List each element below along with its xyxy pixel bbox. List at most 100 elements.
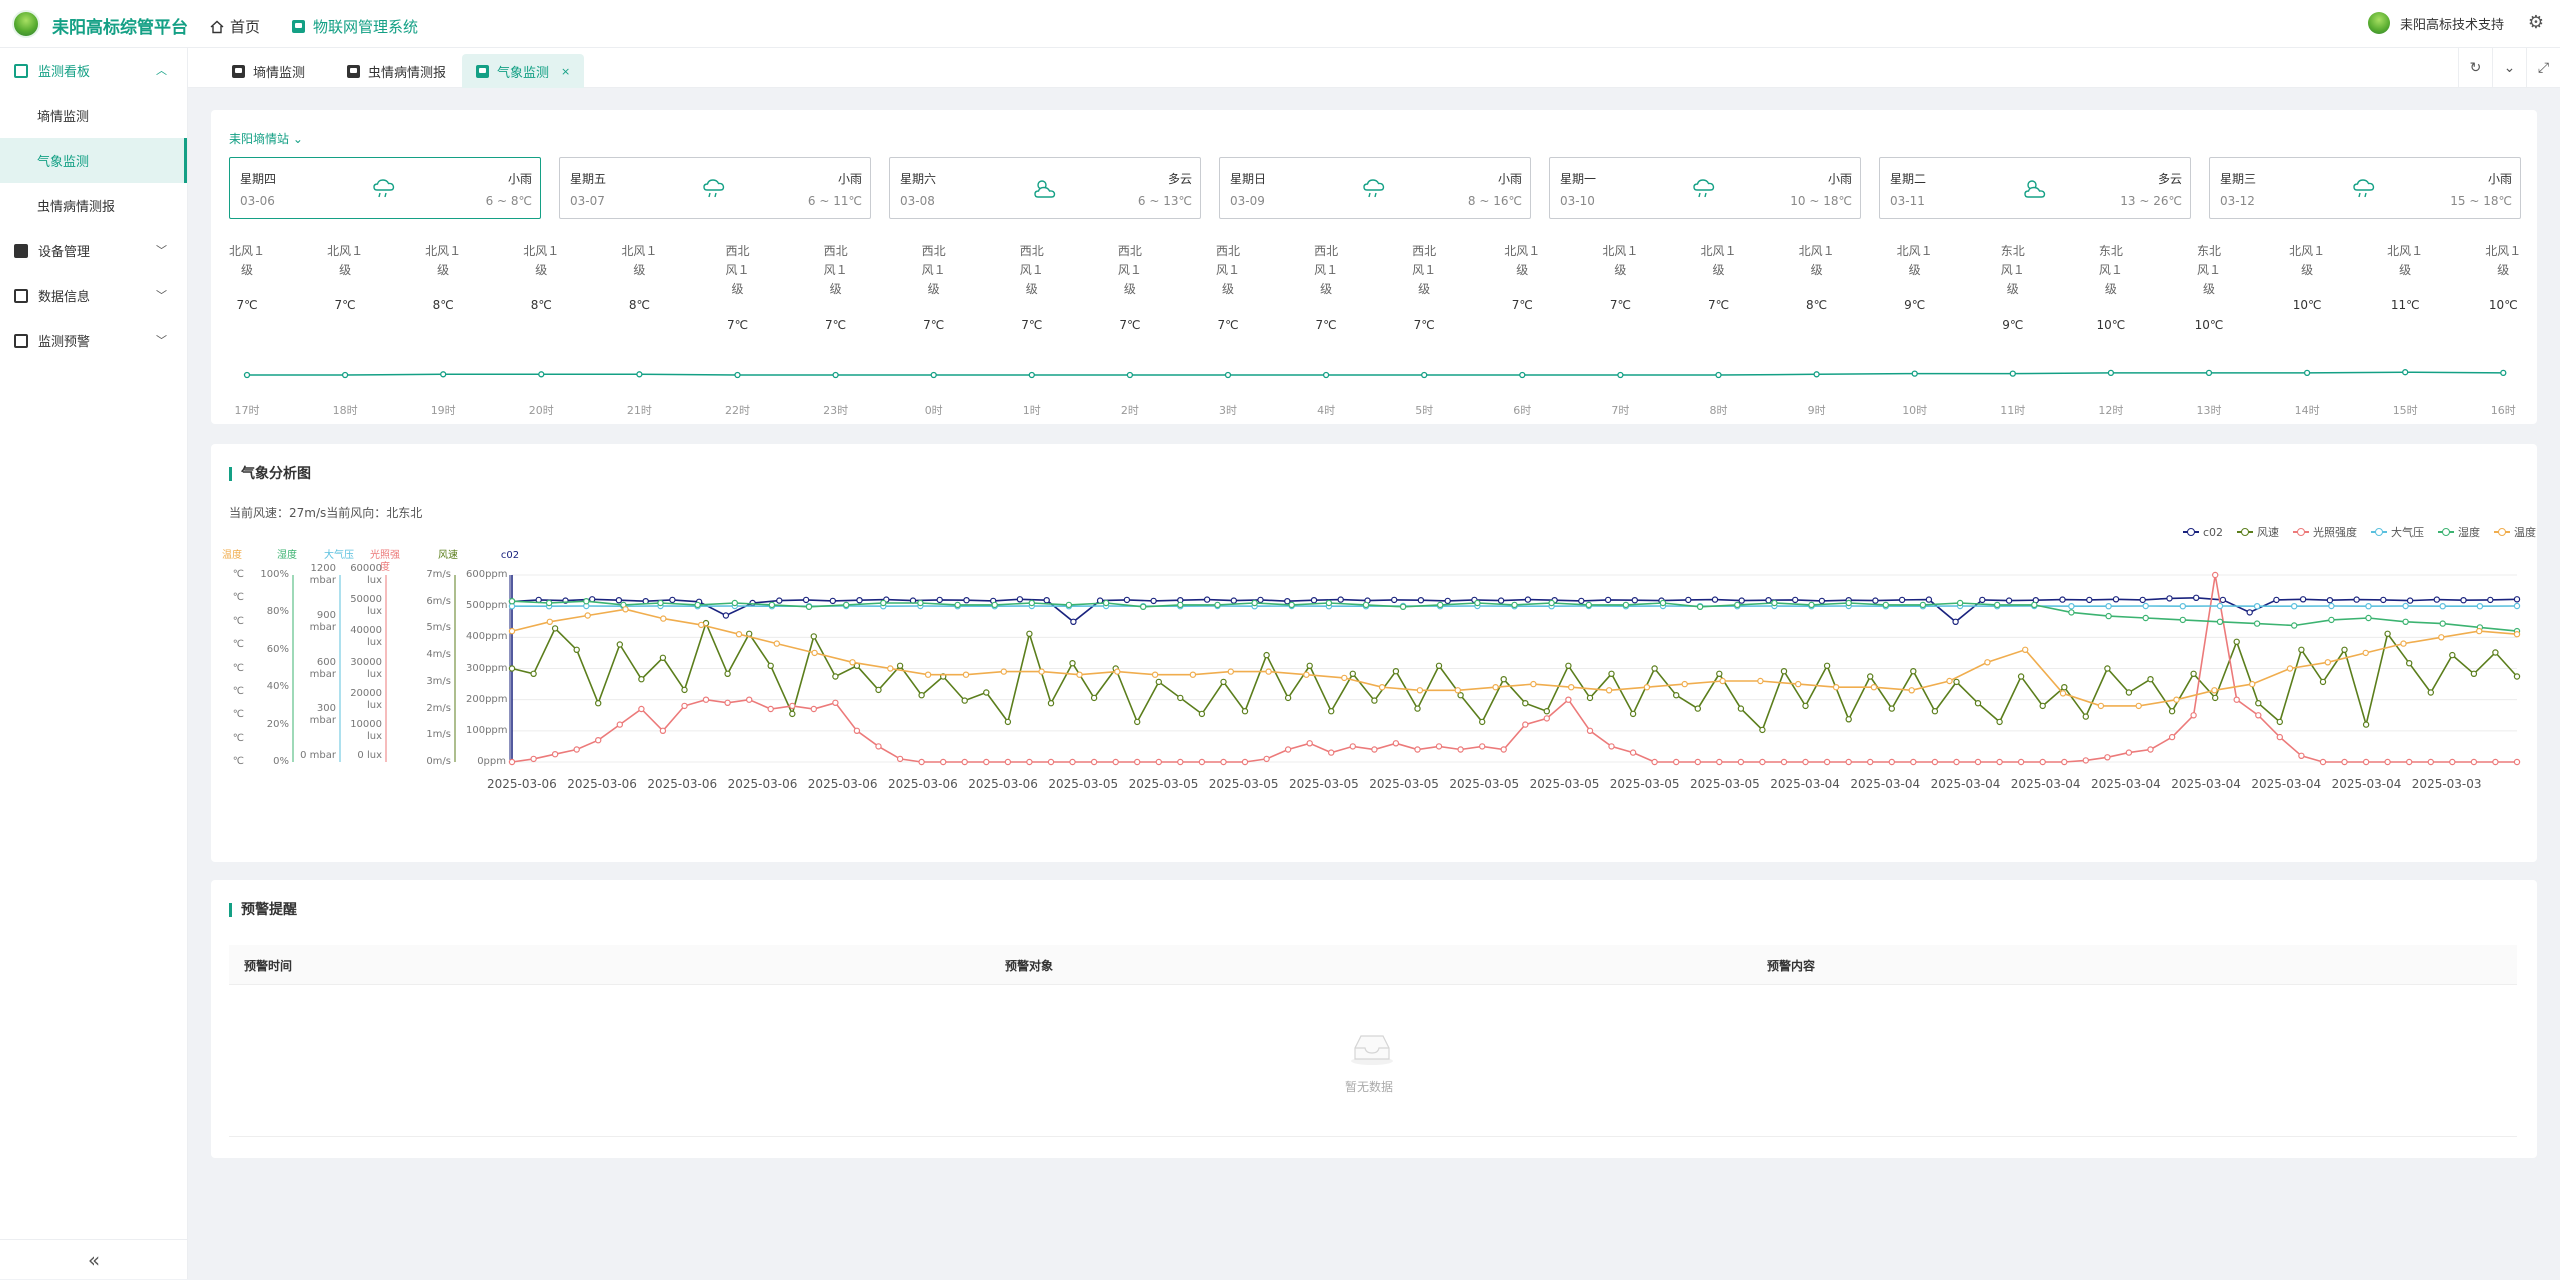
series-point [811,634,816,639]
series-point [2032,602,2037,607]
series-point [1252,600,1257,605]
series-point [2256,713,2261,718]
x-tick-label: 2025-03-04 [1931,777,2001,791]
series-point [1569,685,1574,690]
series-point [1523,701,1528,706]
series-point [574,747,579,752]
series-point [2167,596,2172,601]
series-point [1231,598,1236,603]
series-point [1071,619,1076,624]
series-point [2366,604,2371,609]
series-point [1631,750,1636,755]
series-point [1480,744,1485,749]
series-point [1178,759,1183,764]
series-point [2385,759,2390,764]
series-point [1436,663,1441,668]
series-point [1092,759,1097,764]
series-point [1883,602,1888,607]
series-point [2105,755,2110,760]
series-point [1027,631,1032,636]
series-point [1889,706,1894,711]
series-point [2019,674,2024,679]
collapse-sidebar-button[interactable]: « [0,1239,188,1279]
series-point [723,613,728,618]
series-point [1720,678,1725,683]
series-point [2247,610,2252,615]
series-point [811,706,816,711]
series-point [1417,688,1422,693]
x-tick-label: 2025-03-06 [808,777,878,791]
series-point [926,672,931,677]
series-point [1458,747,1463,752]
series-point [1264,756,1269,761]
series-point [553,752,558,757]
series-point [1846,717,1851,722]
series-point [1372,747,1377,752]
series-point [2364,722,2369,727]
series-point [547,600,552,605]
series-point [2180,617,2185,622]
series-point [2493,650,2498,655]
x-tick-label: 2025-03-06 [487,777,557,791]
series-point [1717,759,1722,764]
series-point [1436,744,1441,749]
series-point [1954,679,1959,684]
column-header-content[interactable]: 预警内容 [1767,957,1815,974]
series-point [747,697,752,702]
series-point [2180,604,2185,609]
series-point [812,650,817,655]
series-point [2403,603,2408,608]
series-point [1329,750,1334,755]
series-point [2255,604,2260,609]
series-point [1141,604,1146,609]
series-point [2069,610,2074,615]
series-point [682,703,687,708]
series-point [2354,597,2359,602]
series-point [769,602,774,607]
series-point [2170,709,2175,714]
series-point [955,602,960,607]
series-point [2471,671,2476,676]
series-point [1017,597,1022,602]
series-point [2191,671,2196,676]
column-header-target[interactable]: 预警对象 [1005,957,1053,974]
series-point [1947,678,1952,683]
series-point [1525,597,1530,602]
x-tick-label: 2025-03-03 [2412,777,2482,791]
series-point [1544,709,1549,714]
series-point [2514,603,2519,608]
series-point [1531,682,1536,687]
series-point [1135,719,1140,724]
series-point [1005,759,1010,764]
x-tick-label: 2025-03-05 [1449,777,1519,791]
series-point [2143,615,2148,620]
series-point [2062,685,2067,690]
series-point [2040,759,2045,764]
x-tick-label: 2025-03-05 [1048,777,1118,791]
series-point [1623,602,1628,607]
series-point [1868,759,1873,764]
series-point [2019,759,2024,764]
series-point [1652,666,1657,671]
series-point [833,700,838,705]
series-point [2060,691,2065,696]
series-point [984,690,989,695]
series-point [2407,759,2412,764]
series-point [898,663,903,668]
series-point [857,598,862,603]
series-point [1205,597,1210,602]
series-point [660,728,665,733]
series-point [2488,597,2493,602]
series-point [1480,719,1485,724]
series-point [2407,661,2412,666]
series-point [2514,674,2519,679]
series-point [1674,693,1679,698]
series-point [2471,759,2476,764]
series-point [1911,669,1916,674]
series-point [1900,597,1905,602]
series-point [2023,647,2028,652]
x-tick-label: 2025-03-04 [2091,777,2161,791]
column-header-time[interactable]: 预警时间 [244,957,292,974]
series-point [1190,672,1195,677]
series-point [1698,604,1703,609]
